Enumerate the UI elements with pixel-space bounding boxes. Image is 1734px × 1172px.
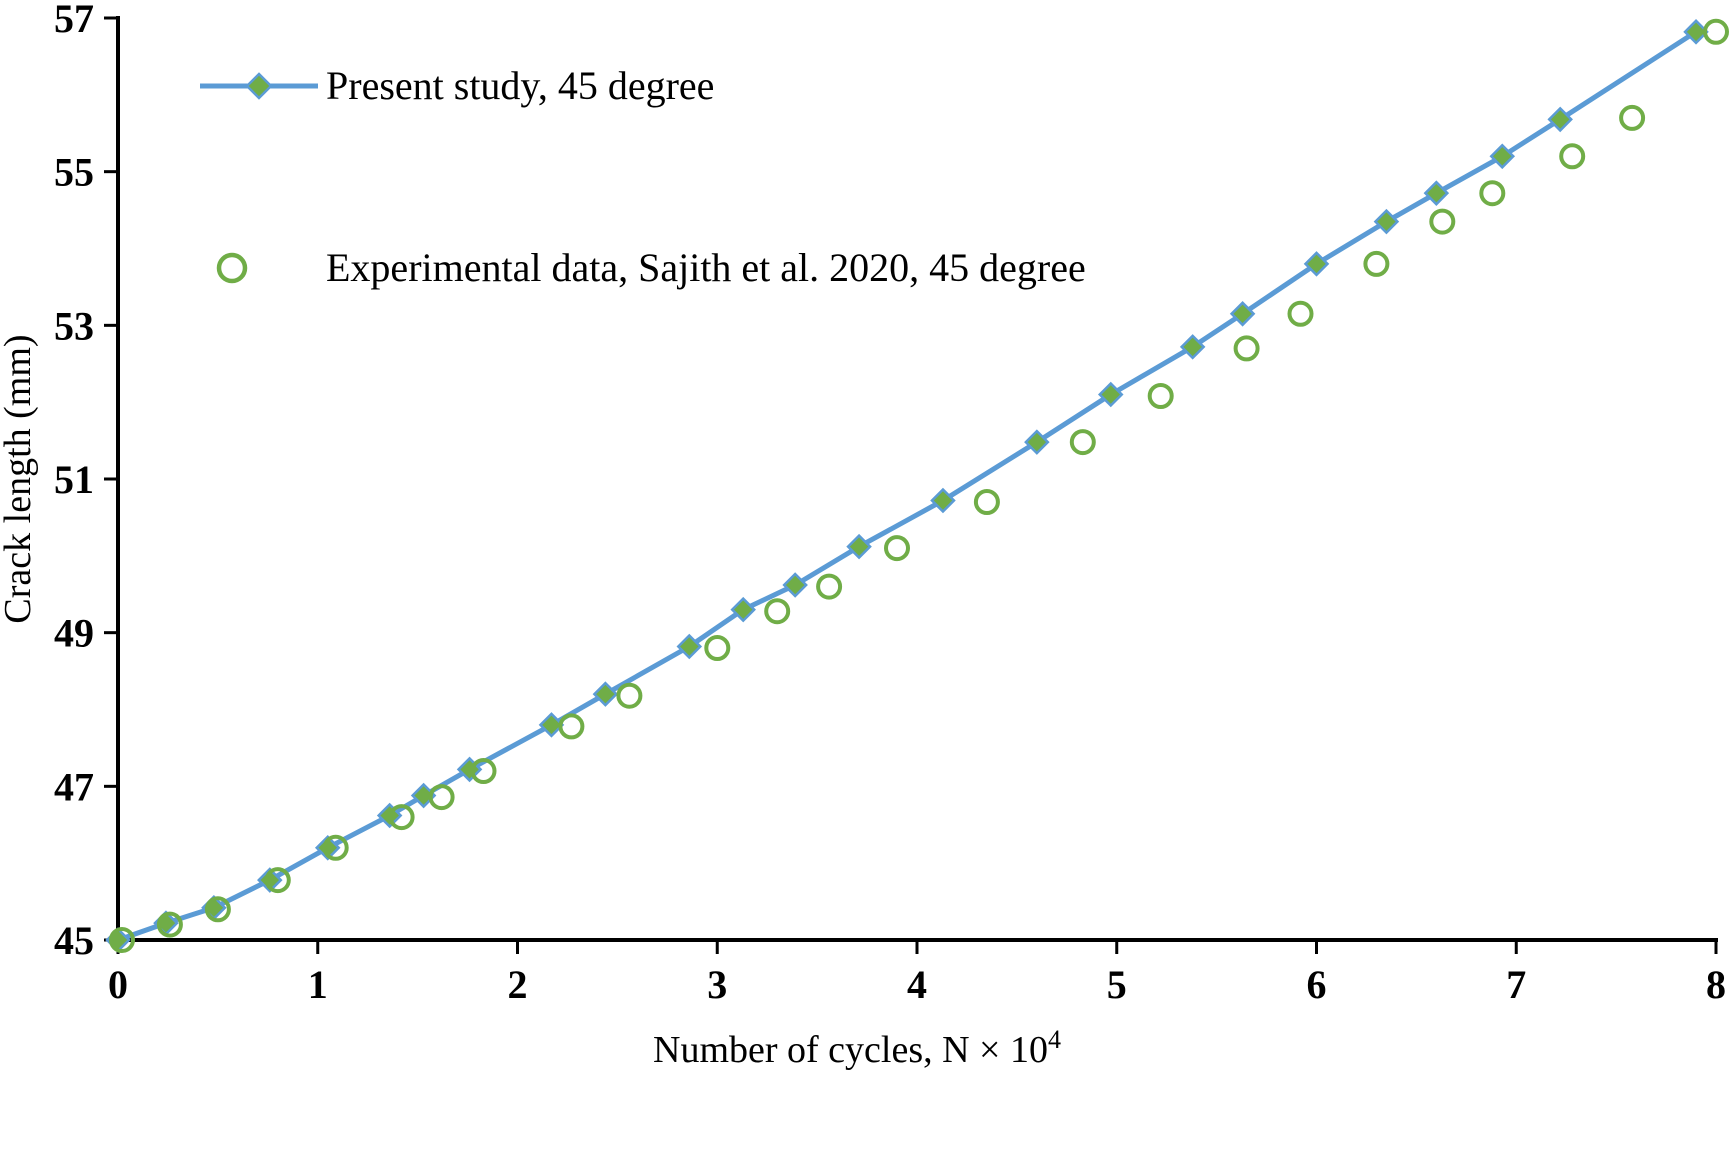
circle-marker bbox=[1147, 383, 1174, 409]
y-tick-label: 49 bbox=[54, 611, 94, 656]
x-tick-label: 5 bbox=[1107, 962, 1127, 1007]
diamond-marker bbox=[1373, 208, 1400, 235]
circle-marker bbox=[1479, 180, 1506, 207]
circle-marker bbox=[1703, 18, 1729, 45]
diamond-marker bbox=[1179, 334, 1206, 360]
y-tick-label: 53 bbox=[54, 303, 94, 348]
x-tick-label: 6 bbox=[1307, 962, 1327, 1007]
circle-marker bbox=[470, 758, 497, 784]
x-tick-label: 4 bbox=[907, 962, 927, 1007]
diamond-marker bbox=[1303, 251, 1330, 277]
circle-marker bbox=[1287, 300, 1314, 327]
legend: Present study, 45 degree Experimental dat… bbox=[200, 63, 1086, 290]
series-present-study bbox=[105, 19, 1709, 953]
x-tick-label: 8 bbox=[1706, 962, 1726, 1007]
y-tick-label: 55 bbox=[54, 150, 94, 195]
circle-marker bbox=[1619, 104, 1646, 131]
y-tick-label: 57 bbox=[54, 0, 94, 41]
circle-marker bbox=[1069, 429, 1096, 456]
x-tick-label: 2 bbox=[508, 962, 528, 1007]
diamond-marker bbox=[930, 487, 956, 514]
diamond-marker bbox=[1547, 106, 1573, 133]
circle-marker bbox=[558, 713, 585, 740]
circle-marker bbox=[1363, 250, 1390, 277]
circle-marker bbox=[264, 867, 291, 894]
diamond-marker bbox=[1024, 429, 1050, 455]
circle-marker bbox=[1429, 208, 1456, 235]
circle-marker bbox=[322, 834, 349, 861]
legend-label-present-study: Present study, 45 degree bbox=[326, 63, 714, 108]
circle-marker bbox=[388, 804, 415, 831]
legend-circle-icon bbox=[216, 252, 248, 284]
legend-diamond-icon bbox=[245, 72, 273, 100]
diamond-marker bbox=[676, 633, 703, 660]
x-axis-title: Number of cycles, N × 104 bbox=[653, 1025, 1061, 1071]
circle-marker bbox=[156, 911, 183, 938]
diamond-marker bbox=[592, 681, 619, 707]
circle-marker bbox=[884, 535, 910, 562]
circle-marker bbox=[973, 489, 1000, 515]
series-experimental bbox=[109, 18, 1729, 953]
y-tick-label: 45 bbox=[54, 918, 94, 963]
diamond-marker bbox=[410, 782, 437, 809]
y-tick-label: 47 bbox=[54, 764, 94, 809]
x-tick-label: 7 bbox=[1506, 962, 1526, 1007]
diamond-marker bbox=[1229, 301, 1256, 327]
circle-marker bbox=[764, 598, 791, 625]
present-study-line bbox=[117, 29, 1698, 943]
legend-label-experimental: Experimental data, Sajith et al. 2020, 4… bbox=[326, 245, 1086, 290]
diamond-marker bbox=[1097, 381, 1124, 408]
x-tick-label: 3 bbox=[707, 962, 727, 1007]
diamond-marker bbox=[1683, 19, 1709, 45]
diamond-marker bbox=[314, 835, 341, 861]
circle-marker bbox=[704, 635, 731, 661]
circle-marker bbox=[204, 896, 231, 923]
y-axis-title: Crack length (mm) bbox=[0, 334, 39, 623]
diamond-marker bbox=[1489, 143, 1516, 170]
circle-marker bbox=[616, 682, 643, 709]
diamond-marker bbox=[730, 596, 756, 623]
diamond-marker bbox=[846, 533, 872, 560]
circle-marker bbox=[1233, 335, 1260, 362]
circle-marker bbox=[816, 573, 843, 600]
circle-marker bbox=[109, 927, 135, 953]
circle-marker bbox=[1559, 143, 1586, 170]
x-tick-label: 0 bbox=[108, 962, 128, 1007]
x-tick-label: 1 bbox=[308, 962, 328, 1007]
y-tick-label: 51 bbox=[54, 457, 94, 502]
diamond-marker bbox=[257, 867, 283, 893]
diamond-marker bbox=[1423, 180, 1450, 206]
circle-marker bbox=[428, 784, 455, 811]
diamond-marker bbox=[782, 572, 808, 598]
